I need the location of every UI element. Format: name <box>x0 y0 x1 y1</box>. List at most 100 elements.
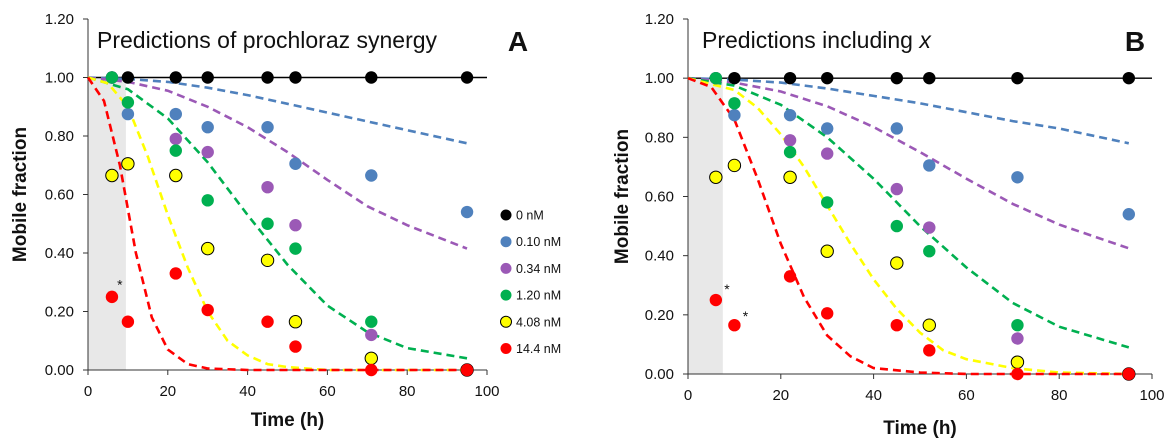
data-point-1 <box>261 121 274 134</box>
x-tick-label: 80 <box>1051 387 1068 404</box>
data-point-4 <box>169 168 183 183</box>
data-point-3 <box>121 96 135 109</box>
x-axis-label: Time (h) <box>883 418 957 438</box>
data-point-3 <box>728 97 741 110</box>
data-point-0 <box>261 71 274 84</box>
x-tick-label: 20 <box>772 387 789 404</box>
data-point-4 <box>890 256 904 270</box>
data-point-5 <box>923 344 936 357</box>
data-point-4 <box>820 244 834 258</box>
data-point-0 <box>169 71 182 84</box>
data-point-4 <box>201 241 215 256</box>
series-curve-5 <box>86 76 467 372</box>
data-point-4 <box>288 315 303 329</box>
data-point-4 <box>922 318 936 332</box>
x-tick-label: 60 <box>958 387 975 404</box>
x-tick-label: 40 <box>239 383 256 400</box>
data-point-1 <box>783 108 797 122</box>
legend-marker <box>500 289 512 301</box>
data-point-1 <box>289 157 302 170</box>
y-tick-label: 0.40 <box>45 245 74 262</box>
legend-label: 4.08 nM <box>516 315 561 329</box>
panel-label: A <box>508 26 528 57</box>
data-point-5 <box>890 318 903 332</box>
data-point-3 <box>709 71 723 85</box>
legend-marker <box>500 209 512 221</box>
series-curve-2 <box>87 76 468 250</box>
data-point-5 <box>783 270 797 283</box>
data-point-5 <box>201 303 214 317</box>
data-point-5 <box>261 315 274 328</box>
data-point-0 <box>121 71 135 84</box>
y-axis-label: Mobile fraction <box>612 129 633 264</box>
legend-marker <box>500 315 512 328</box>
series-curve-1 <box>87 76 468 145</box>
legend-marker <box>500 236 512 248</box>
x-tick-label: 0 <box>84 383 92 400</box>
data-point-3 <box>821 196 834 209</box>
data-point-0 <box>821 71 834 85</box>
data-point-5 <box>121 315 135 328</box>
series-curve-1 <box>687 76 1130 145</box>
data-point-4 <box>121 157 135 171</box>
legend-label: 1.20 nM <box>516 289 561 303</box>
data-point-3 <box>201 194 214 207</box>
data-point-5 <box>289 340 302 353</box>
data-point-2 <box>289 219 302 232</box>
data-point-0 <box>460 71 474 84</box>
data-point-1 <box>890 122 903 135</box>
y-tick-label: 1.00 <box>45 70 74 87</box>
data-point-2 <box>783 134 797 147</box>
x-tick-label: 60 <box>319 383 336 400</box>
x-axis-label: Time (h) <box>251 410 325 431</box>
data-point-1 <box>821 122 834 135</box>
y-axis-label: Mobile fraction <box>10 127 31 262</box>
data-point-3 <box>783 145 797 159</box>
data-point-3 <box>289 242 302 255</box>
data-point-4 <box>364 351 378 365</box>
legend-marker <box>500 343 512 354</box>
data-point-4 <box>1010 355 1025 369</box>
chart-title: Predictions of prochloraz synergy <box>97 27 438 53</box>
x-tick-label: 40 <box>865 387 882 404</box>
data-point-1 <box>460 205 474 219</box>
data-point-4 <box>709 170 723 184</box>
data-point-2 <box>365 328 378 342</box>
data-point-0 <box>923 71 936 85</box>
data-point-2 <box>923 221 936 234</box>
data-point-5 <box>821 307 834 320</box>
data-point-4 <box>783 170 797 184</box>
data-point-2 <box>261 180 274 194</box>
y-tick-label: 0.00 <box>45 362 74 379</box>
y-tick-label: 0.00 <box>645 366 674 383</box>
data-point-0 <box>890 71 903 85</box>
data-point-3 <box>169 144 182 157</box>
data-point-3 <box>890 219 903 233</box>
x-tick-label: 0 <box>684 387 692 404</box>
x-tick-label: 100 <box>1139 387 1164 404</box>
data-point-2 <box>821 147 834 160</box>
data-point-0 <box>1122 71 1136 85</box>
data-point-0 <box>201 71 214 84</box>
legend-label: 14.4 nM <box>516 342 561 356</box>
x-tick-label: 20 <box>159 383 176 400</box>
data-point-4 <box>260 253 275 268</box>
y-tick-label: 0.60 <box>645 189 674 206</box>
data-point-2 <box>201 145 214 159</box>
y-tick-label: 0.80 <box>645 129 674 146</box>
data-point-0 <box>1011 71 1024 85</box>
series-curve-2 <box>687 76 1130 250</box>
chart-title: Predictions including x <box>702 27 932 53</box>
data-point-3 <box>923 245 936 258</box>
legend-label: 0.34 nM <box>516 262 561 276</box>
legend-marker <box>500 262 512 274</box>
data-point-1 <box>923 159 936 172</box>
panel-label: B <box>1125 26 1145 57</box>
shaded-region <box>88 77 126 370</box>
data-point-2 <box>169 132 182 146</box>
data-point-3 <box>365 315 378 328</box>
data-point-0 <box>289 71 302 84</box>
data-point-1 <box>1011 171 1024 184</box>
y-tick-label: 1.00 <box>645 70 674 87</box>
